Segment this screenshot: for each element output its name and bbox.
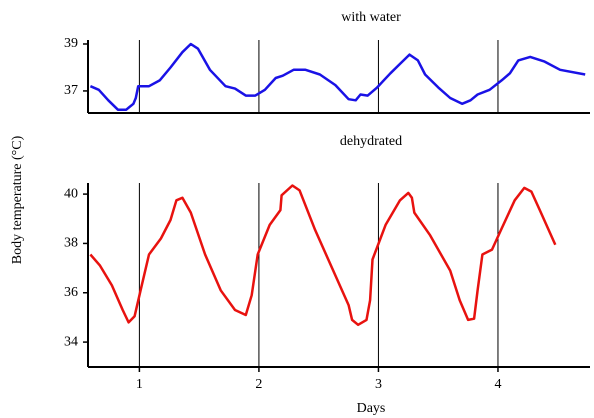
y-tick-label: 39	[64, 36, 78, 51]
y-tick-label: 34	[64, 334, 78, 349]
x-tick-label: 4	[494, 377, 501, 392]
y-tick-label: 36	[64, 285, 78, 300]
y-tick-label: 40	[64, 186, 78, 201]
y-axis-label: Body temperature (°C)	[10, 135, 25, 264]
x-tick-label: 1	[136, 377, 143, 392]
x-tick-label: 2	[255, 377, 262, 392]
temperature-line	[89, 184, 557, 327]
y-tick-label: 37	[64, 83, 78, 98]
x-tick-label: 3	[375, 377, 382, 392]
panel-title: with water	[341, 10, 401, 25]
y-tick-label: 38	[64, 236, 78, 251]
temperature-line	[89, 42, 586, 111]
x-axis-label: Days	[357, 401, 386, 416]
panel-title: dehydrated	[340, 134, 402, 149]
